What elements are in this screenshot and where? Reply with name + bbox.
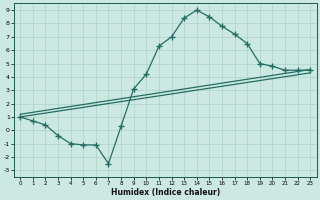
X-axis label: Humidex (Indice chaleur): Humidex (Indice chaleur)	[111, 188, 220, 197]
